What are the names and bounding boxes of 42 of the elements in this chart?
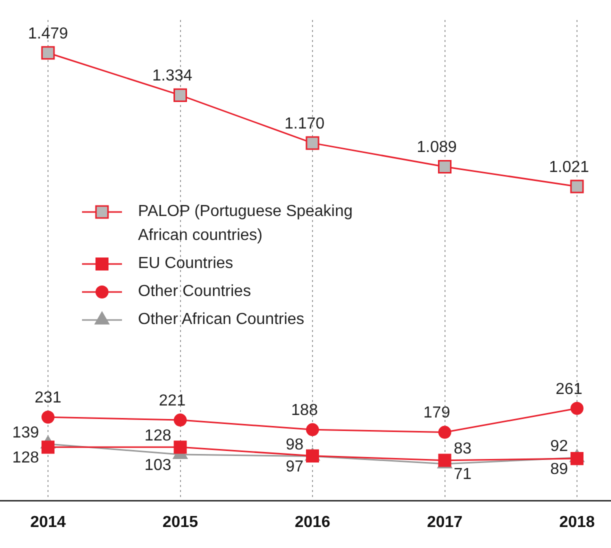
x-tick-label: 2017 [426, 514, 463, 531]
data-label: 221 [158, 392, 186, 410]
data-label: 128 [144, 428, 172, 445]
legend-label: PALOP (Portuguese Speaking African countries) [138, 202, 354, 246]
legend-label: EU Countries [138, 254, 234, 274]
point [438, 426, 452, 439]
data-label: 1.170 [284, 115, 325, 132]
point [173, 88, 188, 102]
data-label: 83 [454, 440, 472, 458]
legend-label: Other African Countries [138, 310, 304, 330]
point [41, 46, 55, 60]
legend-label: Other Countries [138, 282, 251, 302]
point [41, 440, 55, 454]
data-label: 71 [454, 466, 472, 484]
data-label: 128 [12, 450, 40, 467]
data-label: 92 [550, 438, 568, 456]
x-tick-label: 2014 [30, 514, 66, 531]
point [306, 423, 319, 436]
data-label: 179 [423, 404, 450, 422]
point [570, 452, 584, 466]
point [174, 440, 187, 454]
data-label: 1.479 [28, 25, 68, 42]
point [42, 410, 54, 424]
point [570, 402, 584, 415]
point [570, 180, 584, 194]
data-label: 103 [144, 456, 172, 474]
x-tick-label: 2016 [294, 514, 330, 531]
point [438, 160, 452, 174]
data-label: 97 [286, 458, 304, 476]
data-label: 98 [286, 436, 304, 454]
data-label: 89 [550, 460, 568, 478]
data-label: 1.021 [548, 158, 590, 176]
x-tick-label: 2015 [162, 514, 198, 531]
data-label: 1.334 [152, 68, 192, 85]
x-tick-label: 2018 [559, 514, 595, 531]
data-label: 139 [12, 424, 40, 442]
data-label: 261 [556, 380, 582, 398]
data-label: 188 [291, 402, 318, 420]
point [174, 414, 187, 427]
data-label: 231 [34, 390, 62, 407]
point [306, 136, 320, 150]
data-label: 1.089 [416, 139, 457, 156]
